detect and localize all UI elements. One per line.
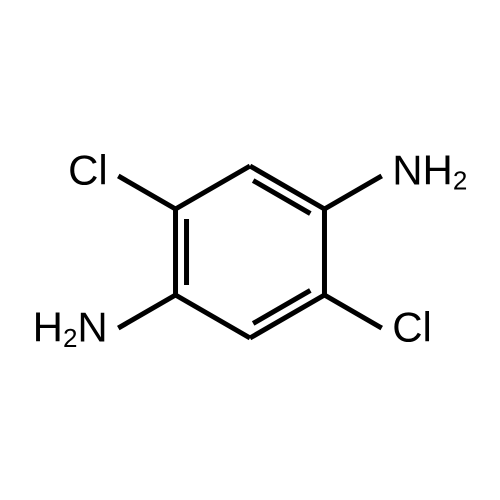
chlorine-label-top: Cl xyxy=(68,146,108,193)
chlorine-label-bottom: Cl xyxy=(392,304,432,351)
amine-label-top: NH2 xyxy=(392,146,467,195)
amine-label-bottom: H2N xyxy=(33,304,108,353)
molecule-diagram: Cl NH2 Cl H2N xyxy=(0,0,500,500)
